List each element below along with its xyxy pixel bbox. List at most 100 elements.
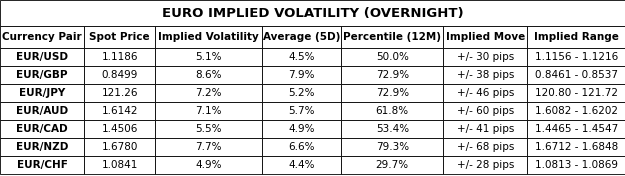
Bar [155, 102, 261, 120]
Text: 1.4506: 1.4506 [101, 124, 138, 134]
Bar [84, 102, 155, 120]
Bar [0, 102, 84, 120]
Bar [341, 26, 443, 48]
Bar [443, 26, 528, 48]
Bar [443, 138, 528, 156]
Text: Implied Range: Implied Range [534, 32, 619, 42]
Bar [0, 26, 84, 48]
Bar [528, 102, 625, 120]
Text: Percentile (12M): Percentile (12M) [343, 32, 441, 42]
Bar [0, 120, 84, 138]
Bar [528, 120, 625, 138]
Text: 5.5%: 5.5% [195, 124, 222, 134]
Bar [443, 84, 528, 102]
Bar [341, 84, 443, 102]
Bar [528, 138, 625, 156]
Bar [261, 120, 341, 138]
Bar [261, 48, 341, 66]
Text: 120.80 - 121.72: 120.80 - 121.72 [535, 88, 618, 98]
Bar [84, 48, 155, 66]
Text: 4.9%: 4.9% [195, 160, 222, 170]
Text: 72.9%: 72.9% [376, 70, 409, 80]
Text: EUR/USD: EUR/USD [16, 52, 68, 62]
Text: +/- 30 pips: +/- 30 pips [457, 52, 514, 62]
Bar [341, 138, 443, 156]
Bar [528, 26, 625, 48]
Text: Spot Price: Spot Price [89, 32, 150, 42]
Text: 5.7%: 5.7% [288, 106, 314, 116]
Bar [528, 48, 625, 66]
Bar [261, 156, 341, 174]
Bar [0, 0, 625, 26]
Bar [528, 84, 625, 102]
Bar [261, 26, 341, 48]
Bar [0, 138, 84, 156]
Text: 61.8%: 61.8% [376, 106, 409, 116]
Text: 50.0%: 50.0% [376, 52, 409, 62]
Text: 5.2%: 5.2% [288, 88, 314, 98]
Text: Implied Volatility: Implied Volatility [158, 32, 259, 42]
Text: 1.6082 - 1.6202: 1.6082 - 1.6202 [535, 106, 618, 116]
Bar [443, 156, 528, 174]
Text: 1.1186: 1.1186 [101, 52, 138, 62]
Bar [261, 84, 341, 102]
Text: 1.6780: 1.6780 [101, 142, 138, 152]
Text: 1.1156 - 1.1216: 1.1156 - 1.1216 [534, 52, 618, 62]
Bar [0, 66, 84, 84]
Bar [155, 66, 261, 84]
Bar [84, 138, 155, 156]
Text: Currency Pair: Currency Pair [2, 32, 82, 42]
Text: Implied Move: Implied Move [446, 32, 525, 42]
Text: 6.6%: 6.6% [288, 142, 314, 152]
Text: EUR/NZD: EUR/NZD [16, 142, 68, 152]
Bar [155, 156, 261, 174]
Bar [84, 26, 155, 48]
Text: 7.1%: 7.1% [195, 106, 222, 116]
Text: 72.9%: 72.9% [376, 88, 409, 98]
Text: +/- 28 pips: +/- 28 pips [457, 160, 514, 170]
Text: +/- 41 pips: +/- 41 pips [457, 124, 514, 134]
Text: +/- 68 pips: +/- 68 pips [457, 142, 514, 152]
Text: 5.1%: 5.1% [195, 52, 222, 62]
Bar [528, 66, 625, 84]
Bar [341, 156, 443, 174]
Bar [84, 84, 155, 102]
Bar [261, 138, 341, 156]
Bar [341, 66, 443, 84]
Text: +/- 46 pips: +/- 46 pips [457, 88, 514, 98]
Bar [341, 48, 443, 66]
Bar [261, 102, 341, 120]
Bar [155, 138, 261, 156]
Text: 7.7%: 7.7% [195, 142, 222, 152]
Text: 1.6142: 1.6142 [101, 106, 138, 116]
Text: 1.0841: 1.0841 [101, 160, 138, 170]
Text: EUR/AUD: EUR/AUD [16, 106, 68, 116]
Text: +/- 38 pips: +/- 38 pips [457, 70, 514, 80]
Text: EUR/GBP: EUR/GBP [16, 70, 68, 80]
Bar [261, 66, 341, 84]
Text: 121.26: 121.26 [101, 88, 138, 98]
Bar [443, 48, 528, 66]
Bar [155, 84, 261, 102]
Bar [84, 156, 155, 174]
Bar [155, 120, 261, 138]
Bar [341, 102, 443, 120]
Bar [443, 120, 528, 138]
Text: Average (5D): Average (5D) [262, 32, 340, 42]
Bar [155, 48, 261, 66]
Text: 1.6712 - 1.6848: 1.6712 - 1.6848 [534, 142, 618, 152]
Text: 7.9%: 7.9% [288, 70, 314, 80]
Text: EURO IMPLIED VOLATILITY (OVERNIGHT): EURO IMPLIED VOLATILITY (OVERNIGHT) [162, 7, 463, 20]
Bar [443, 66, 528, 84]
Text: EUR/CAD: EUR/CAD [16, 124, 68, 134]
Bar [528, 156, 625, 174]
Text: 1.4465 - 1.4547: 1.4465 - 1.4547 [534, 124, 618, 134]
Text: 1.0813 - 1.0869: 1.0813 - 1.0869 [535, 160, 618, 170]
Bar [443, 102, 528, 120]
Bar [0, 84, 84, 102]
Text: 0.8499: 0.8499 [101, 70, 138, 80]
Text: 29.7%: 29.7% [376, 160, 409, 170]
Bar [0, 48, 84, 66]
Bar [155, 26, 261, 48]
Text: 8.6%: 8.6% [195, 70, 222, 80]
